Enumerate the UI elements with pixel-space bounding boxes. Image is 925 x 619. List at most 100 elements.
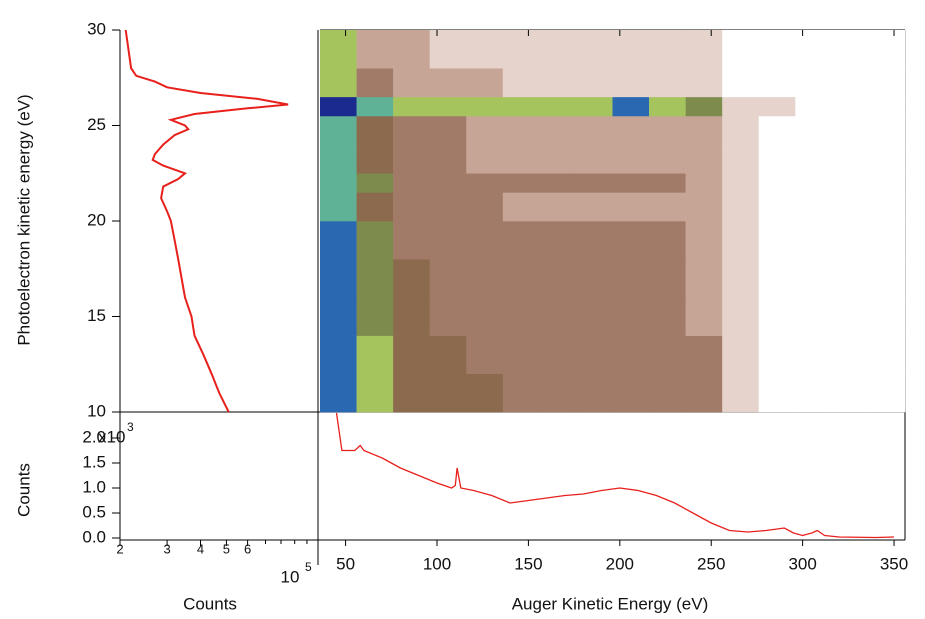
heat-cell xyxy=(758,373,796,413)
y-tick-label: 30 xyxy=(87,19,106,38)
heat-cell xyxy=(758,173,796,193)
heat-cell xyxy=(466,192,504,222)
heat-cell xyxy=(575,335,613,375)
heat-cell xyxy=(758,68,796,98)
heat-cell xyxy=(612,297,650,336)
heat-cell xyxy=(831,68,869,98)
heat-cell xyxy=(320,96,357,117)
heat-cell xyxy=(320,192,357,222)
heat-cell xyxy=(466,144,504,174)
heat-cell xyxy=(502,144,540,174)
heat-cell xyxy=(722,297,760,336)
heat-cell xyxy=(356,221,394,260)
heat-cell xyxy=(612,173,650,193)
heat-cell xyxy=(502,96,540,117)
y-tick-label: 2.0 xyxy=(82,427,106,446)
heat-cell xyxy=(722,335,760,375)
heat-cell xyxy=(758,192,796,222)
y-tick-label: 25 xyxy=(87,115,106,134)
heat-cell xyxy=(320,144,357,174)
y-axis-title: Photoelectron kinetic energy (eV) xyxy=(14,94,33,345)
heat-cell xyxy=(612,115,650,145)
x-tick-label: 300 xyxy=(788,554,816,573)
heat-cell xyxy=(795,30,833,69)
heat-cell xyxy=(393,192,430,222)
x-tick-label: 3 xyxy=(163,541,170,556)
heat-cell xyxy=(649,373,686,413)
heat-cell xyxy=(868,192,906,222)
heat-cell xyxy=(758,297,796,336)
heat-cell xyxy=(722,173,760,193)
heat-cell xyxy=(649,144,686,174)
heat-cell xyxy=(429,68,467,98)
heat-cell xyxy=(466,173,504,193)
x-tick-label: 2 xyxy=(116,541,123,556)
heat-cell xyxy=(831,173,869,193)
heat-cell xyxy=(356,373,394,413)
x-tick-label: 5 xyxy=(223,541,230,556)
heat-cell xyxy=(722,373,760,413)
heat-cell xyxy=(758,115,796,145)
heat-cell xyxy=(649,96,686,117)
heat-cell xyxy=(758,335,796,375)
heat-cell xyxy=(466,96,504,117)
profile-line xyxy=(124,29,289,413)
heat-cell xyxy=(320,259,357,298)
heat-cell xyxy=(539,192,577,222)
heat-cell xyxy=(831,221,869,260)
heat-cell xyxy=(575,115,613,145)
heat-cell xyxy=(575,192,613,222)
heat-cell xyxy=(649,30,686,69)
heat-cell xyxy=(502,373,540,413)
heat-cell xyxy=(393,96,430,117)
x-multiplier-exp: 5 xyxy=(305,560,312,574)
heat-cell xyxy=(758,221,796,260)
heat-cell xyxy=(320,68,357,98)
x-tick-label: 250 xyxy=(697,554,725,573)
heat-cell xyxy=(868,173,906,193)
heat-cell xyxy=(356,68,394,98)
heat-cell xyxy=(868,297,906,336)
heat-cell xyxy=(466,30,504,69)
heat-cell xyxy=(356,144,394,174)
y-tick-label: 1.0 xyxy=(82,477,106,496)
heat-cell xyxy=(429,30,467,69)
heat-cell xyxy=(429,297,467,336)
heat-cell xyxy=(466,259,504,298)
heat-cell xyxy=(502,259,540,298)
heat-cell xyxy=(320,335,357,375)
heat-cell xyxy=(868,68,906,98)
heat-cell xyxy=(722,144,760,174)
heat-cell xyxy=(868,221,906,260)
heat-cell xyxy=(795,335,833,375)
heat-cell xyxy=(868,96,906,117)
heat-cell xyxy=(320,173,357,193)
heat-cell xyxy=(429,115,467,145)
heat-cell xyxy=(393,221,430,260)
heat-cell xyxy=(393,259,430,298)
heat-cell xyxy=(320,373,357,413)
heat-cell xyxy=(685,96,723,117)
heat-cell xyxy=(502,221,540,260)
heat-cell xyxy=(429,373,467,413)
x-tick-label: 100 xyxy=(423,554,451,573)
heat-cell xyxy=(393,173,430,193)
heat-cell xyxy=(612,373,650,413)
heat-cell xyxy=(393,68,430,98)
heat-cell xyxy=(539,259,577,298)
heat-cell xyxy=(685,221,723,260)
heat-cell xyxy=(685,173,723,193)
heat-cell xyxy=(539,115,577,145)
x-tick-label: 4 xyxy=(197,541,204,556)
heat-cell xyxy=(393,297,430,336)
heat-cell xyxy=(466,221,504,260)
heat-cell xyxy=(429,144,467,174)
heat-cell xyxy=(758,30,796,69)
heat-cell xyxy=(722,259,760,298)
x-multiplier: 10 xyxy=(281,567,300,586)
heat-cell xyxy=(758,259,796,298)
heat-cell xyxy=(502,30,540,69)
heat-cell xyxy=(795,192,833,222)
heat-cell xyxy=(649,259,686,298)
